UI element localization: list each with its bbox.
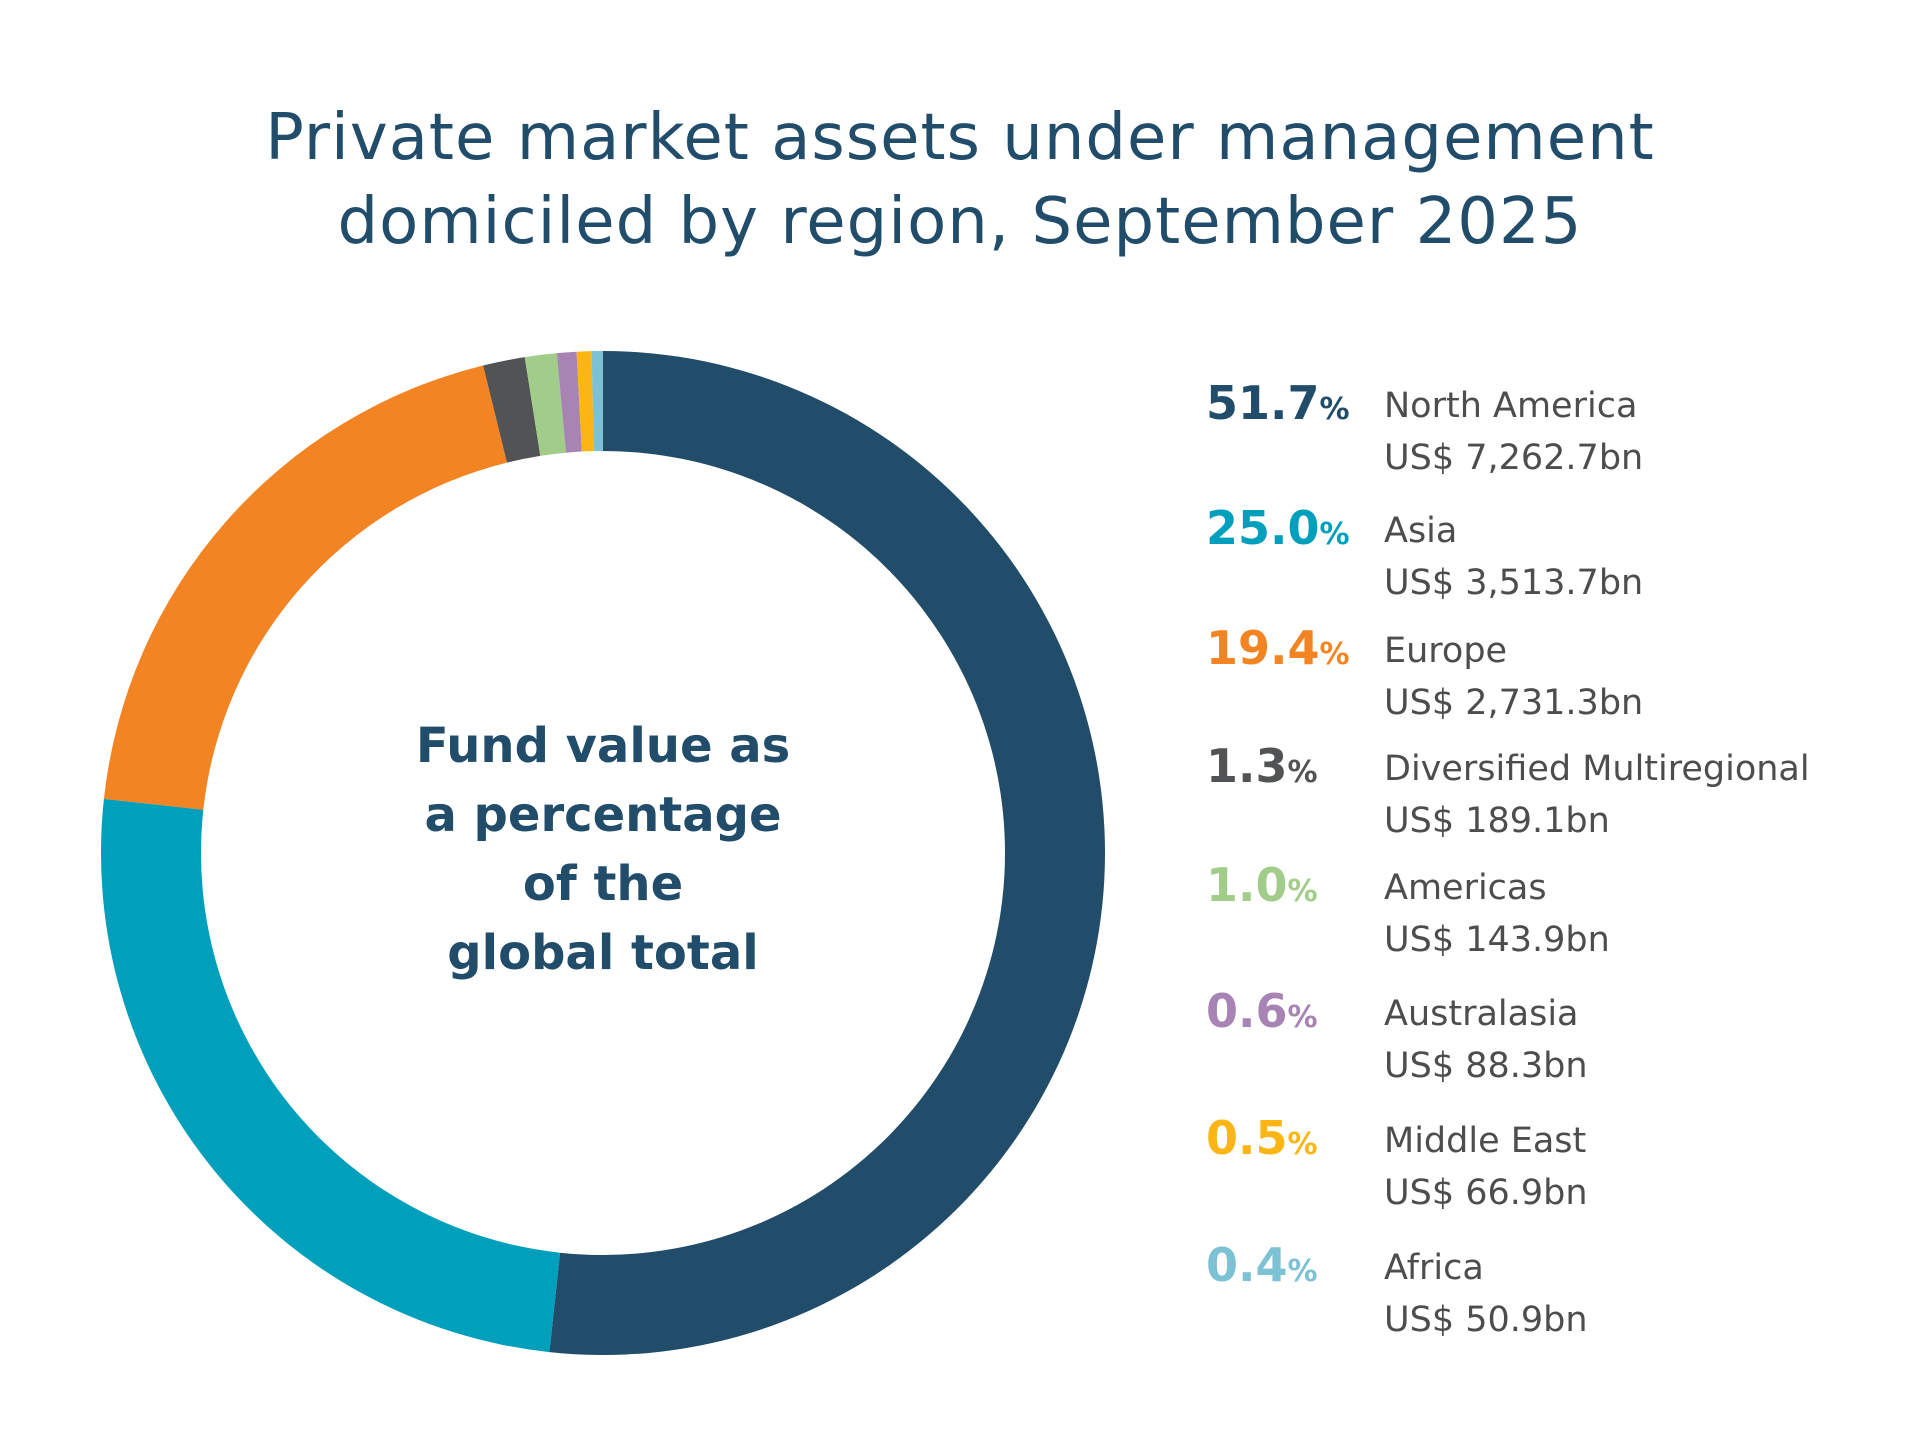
legend-label: Europe <box>1384 631 1508 671</box>
legend-item: 1.3% Diversified Multiregional US$ 189.1… <box>1206 739 1906 869</box>
donut-slice-europe <box>103 365 507 810</box>
legend-item: 19.4% Europe US$ 2,731.3bn <box>1206 621 1906 751</box>
legend-percent: 0.5% <box>1206 1111 1318 1165</box>
center-label-line: Fund value as <box>415 718 791 774</box>
legend-percent: 51.7% <box>1206 376 1350 430</box>
legend-percent-value: 0.4 <box>1206 1238 1288 1292</box>
legend-percent-sign: % <box>1287 1127 1318 1162</box>
legend-percent-sign: % <box>1319 392 1350 427</box>
center-label-line: a percentage <box>424 787 782 843</box>
legend-value: US$ 189.1bn <box>1384 801 1610 841</box>
legend-label: Asia <box>1384 511 1458 551</box>
legend-value: US$ 3,513.7bn <box>1384 563 1644 603</box>
donut-slice-africa <box>591 351 603 452</box>
legend-percent-value: 51.7 <box>1206 376 1320 430</box>
donut-slice-asia <box>101 798 561 1353</box>
donut-slice-americas <box>524 353 566 456</box>
legend-value: US$ 2,731.3bn <box>1384 683 1644 723</box>
center-label-line: global total <box>447 925 759 981</box>
legend-label: Australasia <box>1384 994 1579 1034</box>
legend-item: 1.0% Americas US$ 143.9bn <box>1206 858 1906 988</box>
legend-percent-value: 1.0 <box>1206 858 1288 912</box>
chart-title-line: domiciled by region, September 2025 <box>337 185 1583 259</box>
legend-percent-value: 19.4 <box>1206 621 1320 675</box>
legend-percent: 19.4% <box>1206 621 1350 675</box>
chart-title-line: Private market assets under management <box>265 101 1655 175</box>
legend-value: US$ 7,262.7bn <box>1384 438 1644 478</box>
legend-item: 0.6% Australasia US$ 88.3bn <box>1206 984 1906 1114</box>
legend-label: North America <box>1384 386 1638 426</box>
legend-label: Middle East <box>1384 1121 1587 1161</box>
legend-item: 0.5% Middle East US$ 66.9bn <box>1206 1111 1906 1241</box>
center-label: Fund value as a percentage of the global… <box>403 712 803 988</box>
legend-value: US$ 143.9bn <box>1384 920 1610 960</box>
legend-percent-sign: % <box>1287 874 1318 909</box>
donut-slice-australasia <box>556 351 582 453</box>
chart-title: Private market assets under management d… <box>0 96 1920 264</box>
legend-percent-value: 1.3 <box>1206 739 1288 793</box>
legend-percent-value: 0.6 <box>1206 984 1288 1038</box>
legend-item: 51.7% North America US$ 7,262.7bn <box>1206 376 1906 506</box>
legend-percent: 25.0% <box>1206 501 1350 555</box>
legend-percent-value: 25.0 <box>1206 501 1320 555</box>
legend-label: Diversified Multiregional <box>1384 749 1810 789</box>
legend-label: Africa <box>1384 1248 1484 1288</box>
legend-percent-sign: % <box>1287 1254 1318 1289</box>
donut-slice-middle-east <box>576 351 594 452</box>
legend-percent: 0.6% <box>1206 984 1318 1038</box>
legend-percent: 1.0% <box>1206 858 1318 912</box>
legend-percent: 1.3% <box>1206 739 1318 793</box>
donut-slice-diversified-multiregional <box>483 357 541 463</box>
legend-percent-value: 0.5 <box>1206 1111 1288 1165</box>
center-label-line: of the <box>522 856 684 912</box>
legend-percent: 0.4% <box>1206 1238 1318 1292</box>
legend-value: US$ 88.3bn <box>1384 1046 1588 1086</box>
legend-percent-sign: % <box>1287 755 1318 790</box>
legend-percent-sign: % <box>1319 637 1350 672</box>
legend-percent-sign: % <box>1319 517 1350 552</box>
legend-label: Americas <box>1384 868 1547 908</box>
legend-percent-sign: % <box>1287 1000 1318 1035</box>
legend-value: US$ 50.9bn <box>1384 1300 1588 1340</box>
donut-slice-north-america <box>549 351 1105 1355</box>
legend-item: 0.4% Africa US$ 50.9bn <box>1206 1238 1906 1368</box>
legend-item: 25.0% Asia US$ 3,513.7bn <box>1206 501 1906 631</box>
legend-value: US$ 66.9bn <box>1384 1173 1588 1213</box>
